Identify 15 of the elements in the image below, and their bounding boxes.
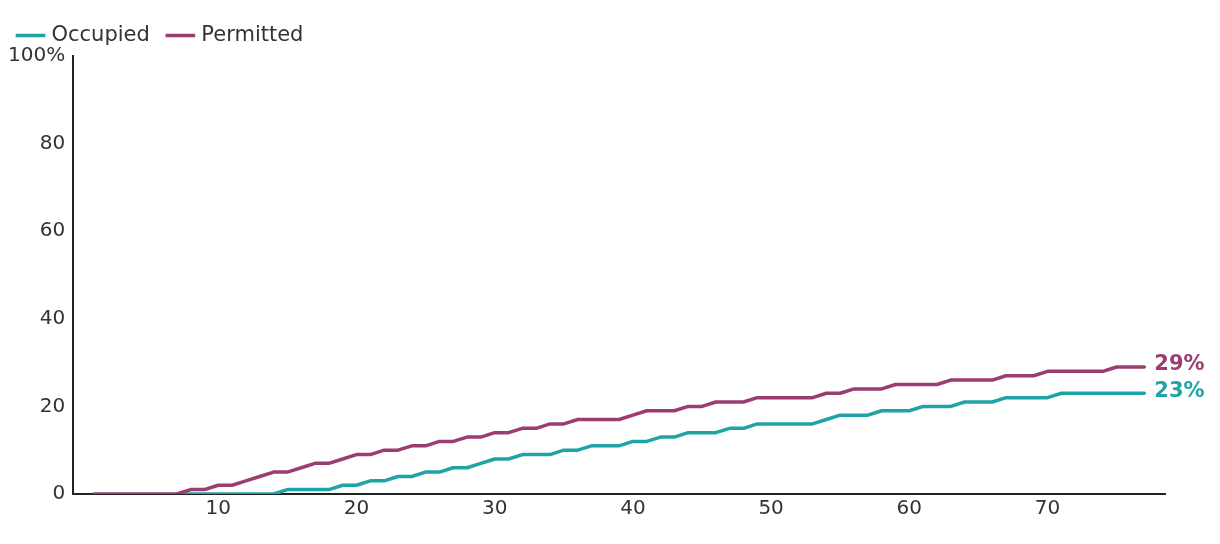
y-tick-label: 60: [39, 217, 66, 242]
annotation: 29%: [1154, 351, 1205, 376]
annotation: 23%: [1154, 377, 1205, 402]
x-tick-label: 50: [758, 495, 784, 520]
x-tick-label: 20: [343, 495, 370, 520]
x-tick-label: 40: [620, 495, 646, 520]
y-tick-label: 80: [39, 129, 66, 154]
legend-label: Permitted: [201, 21, 304, 46]
x-tick-label: 30: [481, 495, 508, 520]
y-tick-label: 20: [39, 392, 66, 417]
y-tick-label: 0: [52, 480, 66, 505]
x-tick-label: 10: [205, 495, 232, 520]
x-tick-label: 70: [1034, 495, 1061, 520]
y-tick-label: 40: [39, 305, 66, 329]
x-tick-label: 60: [896, 495, 923, 520]
